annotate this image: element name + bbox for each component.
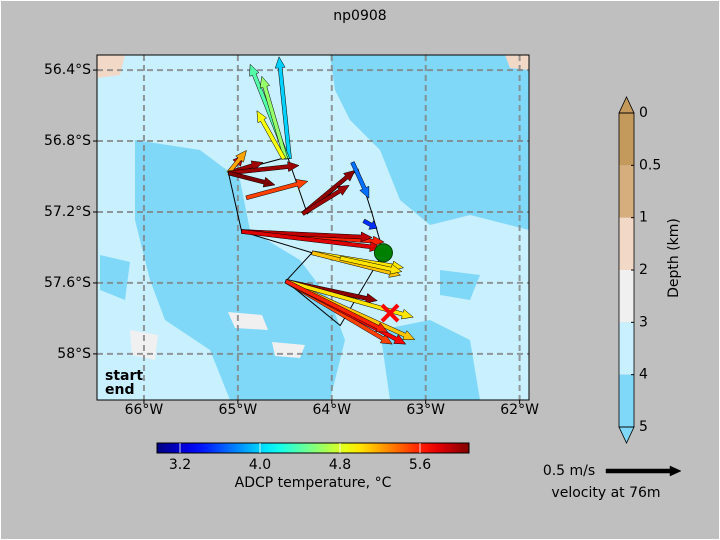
velocity-arrow bbox=[259, 75, 288, 160]
depth-band bbox=[619, 113, 634, 166]
colorbar-tick-label: 3.2 bbox=[169, 457, 191, 473]
end-marker bbox=[380, 303, 400, 323]
x-tick-label: 65°W bbox=[219, 402, 258, 418]
depth-band bbox=[619, 322, 634, 375]
deep-area bbox=[440, 270, 480, 300]
colorbar-tick-label: 4 bbox=[639, 367, 648, 383]
y-tick-label: 57.6°S bbox=[44, 275, 91, 291]
velocity-arrow bbox=[227, 161, 300, 176]
velocity-arrow bbox=[274, 56, 292, 160]
temp-colorbar-label: ADCP temperature, °C bbox=[235, 475, 392, 491]
velocity-arrow bbox=[350, 161, 370, 199]
deep-area bbox=[330, 55, 529, 230]
chart-title: np0908 bbox=[333, 8, 386, 24]
velocity-scale-caption: velocity at 76m bbox=[551, 485, 660, 501]
colorbar-tick-label: 0 bbox=[639, 105, 648, 121]
x-tick-label: 62°W bbox=[500, 402, 539, 418]
start-marker bbox=[373, 243, 393, 263]
x-tick-label: 63°W bbox=[406, 402, 445, 418]
colorbar-tick-label: 4.0 bbox=[249, 457, 271, 473]
colorbar-tick-label: 2 bbox=[639, 262, 648, 278]
shallow-area bbox=[97, 55, 125, 78]
depth-band bbox=[619, 270, 634, 323]
colorbar-tick-label: 1 bbox=[639, 210, 648, 226]
shallow-area bbox=[505, 55, 529, 70]
map-frame bbox=[96, 54, 530, 401]
velocity-arrow bbox=[284, 278, 414, 320]
velocity-arrow bbox=[301, 184, 350, 216]
y-tick-label: 56.8°S bbox=[44, 133, 91, 149]
end-legend: end bbox=[105, 382, 134, 398]
colorbar-tick-label: 0.5 bbox=[639, 157, 661, 173]
deep-area bbox=[100, 255, 130, 300]
velocity-arrow bbox=[245, 179, 309, 201]
depth-band bbox=[619, 165, 634, 218]
x-tick-label: 64°W bbox=[312, 402, 351, 418]
velocity-arrow bbox=[362, 218, 378, 230]
plot-layer bbox=[97, 55, 529, 400]
x-tick-label: 66°W bbox=[125, 402, 164, 418]
velocity-arrow bbox=[226, 149, 247, 175]
colorbar-tick-label: 3 bbox=[639, 314, 648, 330]
deep-area bbox=[380, 320, 480, 400]
velocity-arrow bbox=[339, 255, 403, 275]
start-legend: start bbox=[105, 368, 143, 384]
deep-area bbox=[135, 140, 345, 400]
scale-arrow bbox=[605, 465, 682, 477]
velocity-arrow bbox=[241, 229, 382, 253]
colorbar-tick-label: 5.6 bbox=[409, 457, 431, 473]
colorbar-tick-label: 5 bbox=[639, 419, 648, 435]
depth-band bbox=[619, 217, 634, 270]
velocity-arrow bbox=[256, 110, 286, 161]
bathymetry bbox=[97, 55, 529, 400]
y-tick-label: 57.2°S bbox=[44, 204, 91, 220]
plot-clip bbox=[97, 55, 529, 400]
velocity-scale-label: 0.5 m/s bbox=[543, 463, 595, 479]
velocity-arrow bbox=[227, 170, 276, 188]
velocity-arrow bbox=[241, 229, 373, 243]
velocity-arrow bbox=[284, 279, 389, 333]
temp-colorbar bbox=[156, 442, 470, 454]
y-tick-label: 58°S bbox=[57, 346, 91, 362]
y-tick-label: 56.4°S bbox=[44, 62, 91, 78]
depth-colorbar-label: Depth (km) bbox=[666, 218, 682, 298]
colorbar-tick-label: 4.8 bbox=[329, 457, 351, 473]
depth-band bbox=[619, 374, 634, 427]
